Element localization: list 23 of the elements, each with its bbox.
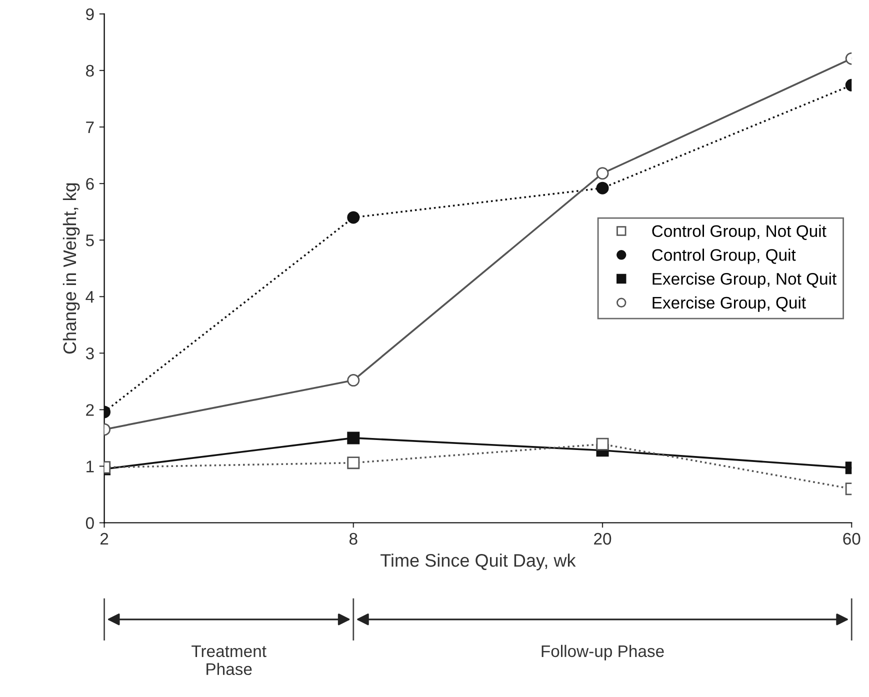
legend-label: Control Group, Not Quit bbox=[652, 224, 826, 240]
y-axis-title: Change in Weight, kg bbox=[62, 183, 80, 354]
y-tick-label: 3 bbox=[86, 348, 94, 360]
x-tick-label: 60 bbox=[843, 532, 860, 545]
y-tick-label: 6 bbox=[86, 178, 94, 190]
point bbox=[347, 432, 360, 444]
x-tick-label: 2 bbox=[100, 532, 108, 545]
legend-label: Exercise Group, Quit bbox=[652, 296, 806, 312]
y-tick-label: 9 bbox=[86, 8, 94, 20]
text: Treatment Phase bbox=[192, 645, 266, 676]
x-tick-label: 8 bbox=[349, 532, 358, 545]
legend-label: Exercise Group, Not Quit bbox=[652, 272, 837, 288]
text: Follow-up Phase bbox=[542, 644, 664, 660]
y-tick-label: 7 bbox=[86, 122, 94, 134]
x-tick-label: 20 bbox=[594, 532, 612, 545]
x-axis-title: Time Since Quit Day, wk bbox=[380, 554, 576, 570]
legend-label: Control Group, Quit bbox=[652, 248, 796, 264]
y-tick-label: 1 bbox=[86, 460, 94, 472]
y-tick-label: 2 bbox=[86, 404, 94, 416]
y-tick-label: 5 bbox=[86, 234, 94, 246]
y-tick-label: 0 bbox=[86, 517, 94, 529]
y-tick-label: 4 bbox=[86, 291, 94, 303]
y-tick-label: 8 bbox=[86, 64, 94, 77]
